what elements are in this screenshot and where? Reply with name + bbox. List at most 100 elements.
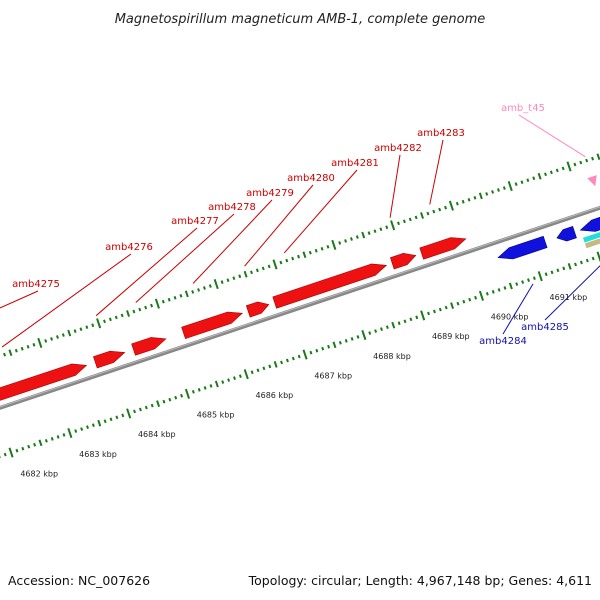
upper-tick xyxy=(573,162,577,167)
upper-tick xyxy=(261,266,265,271)
lower-tick xyxy=(133,409,137,414)
lower-tick xyxy=(315,348,319,353)
upper-tick xyxy=(549,170,553,175)
upper-tick xyxy=(167,297,171,302)
upper-tick xyxy=(350,237,353,241)
lower-tick xyxy=(50,437,54,441)
lower-tick xyxy=(456,301,460,306)
leader-amb4281 xyxy=(283,169,358,254)
lower-tick xyxy=(432,309,436,314)
upper-tick xyxy=(154,298,160,309)
lower-tick xyxy=(33,442,37,447)
lower-tick xyxy=(227,378,231,382)
leader-amb4284 xyxy=(502,283,534,335)
upper-tick xyxy=(208,284,212,288)
upper-tick xyxy=(108,317,112,322)
label-amb4276: amb4276 xyxy=(105,242,153,253)
lower-tick xyxy=(44,439,48,443)
upper-tick xyxy=(213,279,219,290)
lower-tick xyxy=(444,305,448,310)
lower-tick xyxy=(80,427,84,431)
upper-tick xyxy=(20,346,24,351)
backbone-highlight xyxy=(0,206,600,408)
gene-amb4285 xyxy=(579,216,600,232)
upper-tick xyxy=(173,295,177,300)
lower-tick xyxy=(596,251,600,262)
gene-amb4280 xyxy=(245,301,270,318)
gene-amb4278 xyxy=(131,337,167,356)
lower-tick xyxy=(427,311,431,316)
tick-label: 4684 kbp xyxy=(138,430,176,439)
lower-tick xyxy=(262,366,266,371)
lower-tick xyxy=(109,417,113,422)
upper-tick xyxy=(3,352,7,357)
upper-tick xyxy=(420,212,424,219)
lower-tick xyxy=(478,290,484,301)
upper-tick xyxy=(566,161,572,172)
upper-tick xyxy=(226,278,230,282)
gene-amb4277 xyxy=(93,350,126,369)
lower-tick xyxy=(503,286,507,290)
upper-tick xyxy=(161,299,165,304)
upper-tick xyxy=(220,280,224,284)
lower-tick xyxy=(409,317,413,322)
map-title: Magnetospirillum magneticum AMB-1, compl… xyxy=(115,12,486,27)
lower-tick xyxy=(527,278,530,282)
lower-tick-track xyxy=(0,251,600,458)
upper-tick xyxy=(272,259,278,270)
upper-tick xyxy=(91,323,95,328)
lower-tick xyxy=(3,452,7,457)
upper-tick xyxy=(120,313,124,318)
upper-tick xyxy=(144,305,148,310)
lower-tick xyxy=(97,419,102,427)
genome-summary-text: Topology: circular; Length: 4,967,148 bp… xyxy=(248,573,592,588)
label-amb4275: amb4275 xyxy=(12,279,60,290)
lower-tick xyxy=(74,429,78,433)
upper-tick xyxy=(444,205,448,210)
upper-tick xyxy=(579,160,583,165)
upper-tick xyxy=(331,239,337,250)
upper-tick xyxy=(308,250,312,255)
label-amb4282: amb4282 xyxy=(374,143,422,154)
lower-tick xyxy=(521,280,525,284)
lower-tick xyxy=(238,374,242,378)
lower-tick xyxy=(302,349,308,360)
upper-tick xyxy=(532,176,536,181)
backbone-line xyxy=(0,205,600,410)
lower-tick xyxy=(103,419,107,424)
lower-tick xyxy=(579,260,583,265)
tick-label: 4682 kbp xyxy=(20,469,58,478)
lower-tick xyxy=(27,444,31,449)
lower-tick xyxy=(550,270,554,275)
lower-tick xyxy=(221,380,225,384)
label-amb4285: amb4285 xyxy=(521,322,569,333)
lower-tick xyxy=(291,356,295,361)
gene-amb4279 xyxy=(181,311,244,339)
tan-feature xyxy=(584,238,600,249)
lower-tick xyxy=(544,272,548,277)
upper-tick xyxy=(243,270,248,278)
upper-tick xyxy=(338,241,342,245)
upper-tick xyxy=(478,192,483,200)
lower-tick xyxy=(574,262,578,267)
lower-tick xyxy=(562,266,566,271)
leader-amb4282 xyxy=(389,154,401,218)
upper-tick xyxy=(8,349,13,357)
upper-tick xyxy=(355,235,359,239)
lower-tick xyxy=(380,327,383,331)
upper-tick xyxy=(385,225,389,230)
upper-tick xyxy=(344,239,348,243)
leader-amb4283 xyxy=(429,139,444,205)
lower-tick xyxy=(537,271,543,282)
upper-tick xyxy=(414,215,418,220)
lower-tick xyxy=(285,358,289,363)
lower-tick xyxy=(162,399,166,404)
lower-tick xyxy=(591,256,595,261)
upper-tick xyxy=(184,290,189,298)
upper-tick xyxy=(255,268,259,273)
label-amb4284: amb4284 xyxy=(479,336,527,347)
lower-tick xyxy=(121,413,125,418)
upper-tick xyxy=(591,156,595,161)
upper-tick xyxy=(279,260,283,265)
upper-tick xyxy=(520,180,524,184)
